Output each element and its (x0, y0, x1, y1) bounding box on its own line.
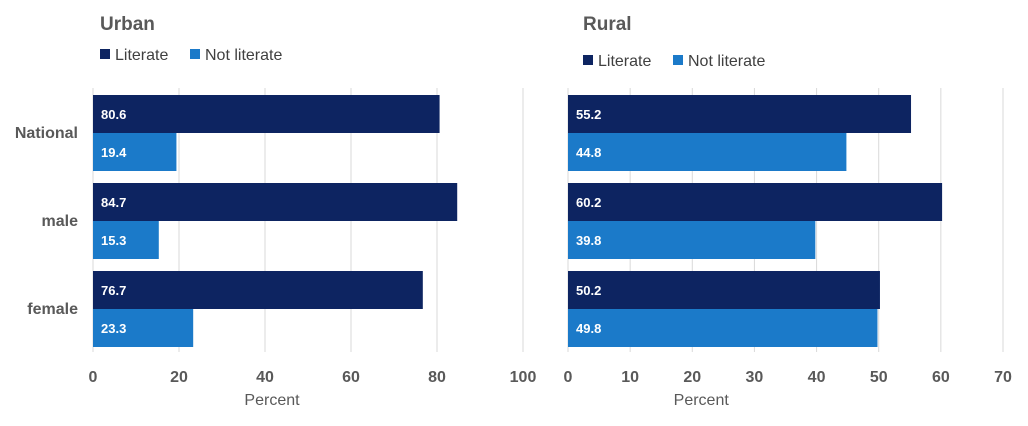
urban-bar-female-literate (93, 271, 423, 309)
rural-data-label: 44.8 (576, 145, 601, 160)
urban-data-label: 19.4 (101, 145, 127, 160)
urban-legend-swatch-not-literate (190, 49, 200, 59)
urban-x-tick-label: 60 (342, 369, 360, 386)
category-label-national: National (15, 125, 78, 142)
urban-bar-male-not-literate (93, 221, 159, 259)
urban-bar-male-literate (93, 183, 458, 221)
urban-x-tick-label: 100 (510, 369, 537, 386)
rural-x-tick-label: 40 (808, 369, 826, 386)
urban-x-axis-title: Percent (244, 392, 300, 409)
rural-data-label: 55.2 (576, 107, 601, 122)
urban-x-tick-label: 40 (256, 369, 274, 386)
rural-legend-swatch-not-literate (673, 55, 683, 65)
rural-data-label: 50.2 (576, 283, 601, 298)
rural-x-tick-label: 0 (564, 369, 573, 386)
rural-bar-male-not-literate (568, 221, 816, 259)
urban-legend-swatch-literate (100, 49, 110, 59)
rural-x-tick-label: 10 (621, 369, 639, 386)
urban-legend-label-not-literate: Not literate (205, 47, 282, 64)
rural-x-tick-label: 20 (683, 369, 701, 386)
rural-bar-female-literate (568, 271, 880, 309)
rural-data-label: 49.8 (576, 321, 601, 336)
urban-bar-national-not-literate (93, 133, 177, 171)
rural-bar-national-literate (568, 95, 912, 133)
rural-bar-female-not-literate (568, 309, 878, 347)
urban-x-tick-label: 0 (89, 369, 98, 386)
rural-legend-swatch-literate (583, 55, 593, 65)
urban-data-label: 15.3 (101, 233, 126, 248)
rural-legend-label-not-literate: Not literate (688, 53, 765, 70)
urban-chart-title: Urban (100, 14, 155, 35)
urban-legend-label-literate: Literate (115, 47, 168, 64)
rural-x-tick-label: 30 (746, 369, 764, 386)
urban-data-label: 23.3 (101, 321, 126, 336)
urban-data-label: 76.7 (101, 283, 126, 298)
rural-chart-title: Rural (583, 14, 632, 35)
rural-bar-male-literate (568, 183, 943, 221)
rural-x-tick-label: 70 (994, 369, 1012, 386)
rural-x-tick-label: 60 (932, 369, 950, 386)
rural-data-label: 60.2 (576, 195, 601, 210)
category-label-male: male (42, 213, 79, 230)
urban-x-tick-label: 80 (428, 369, 446, 386)
rural-x-tick-label: 50 (870, 369, 888, 386)
rural-data-label: 39.8 (576, 233, 601, 248)
urban-data-label: 84.7 (101, 195, 126, 210)
rural-bar-national-not-literate (568, 133, 847, 171)
urban-data-label: 80.6 (101, 107, 126, 122)
rural-legend-label-literate: Literate (598, 53, 651, 70)
urban-x-tick-label: 20 (170, 369, 188, 386)
urban-bar-female-not-literate (93, 309, 194, 347)
category-label-female: female (27, 301, 78, 318)
urban-bar-national-literate (93, 95, 440, 133)
rural-x-axis-title: Percent (674, 392, 730, 409)
